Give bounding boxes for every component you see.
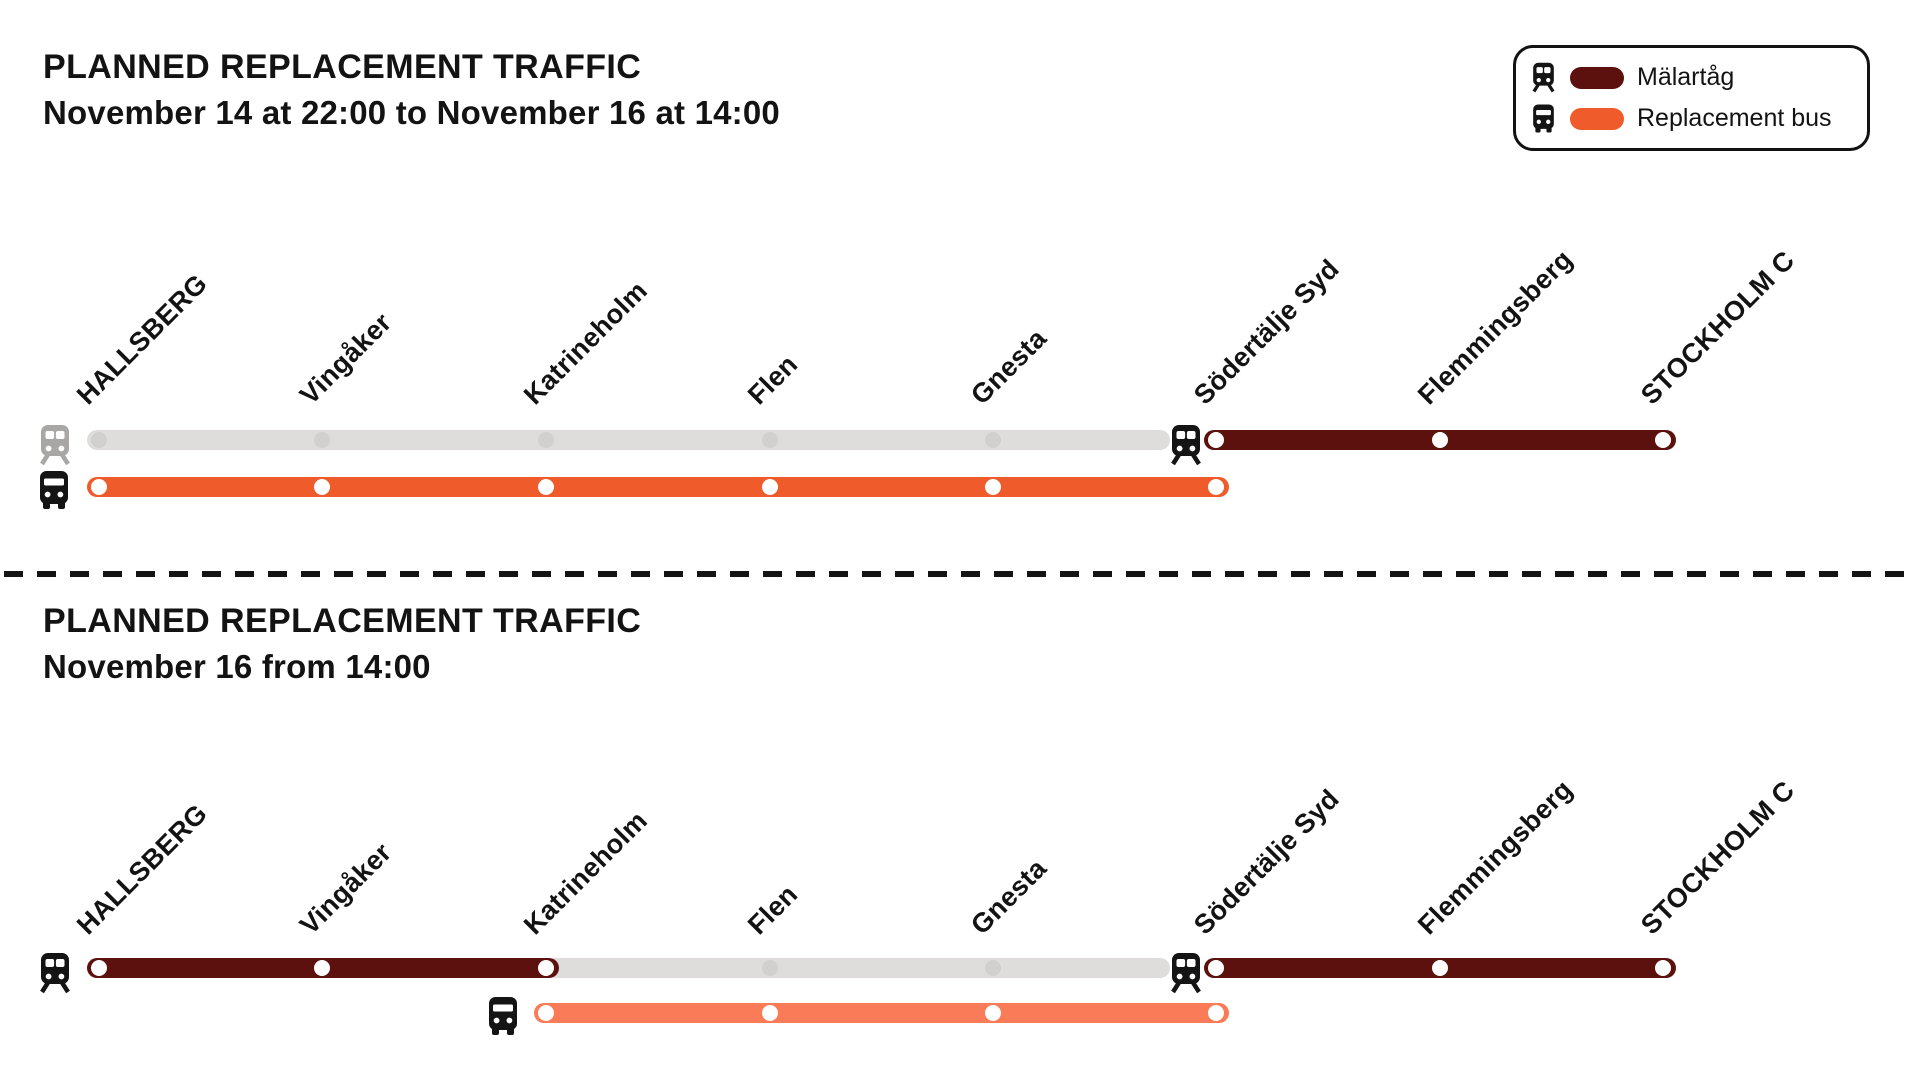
station-label: STOCKHOLM C xyxy=(1635,774,1801,941)
station-label: Katrineholm xyxy=(518,805,654,941)
station-dot xyxy=(538,432,554,448)
bus-icon xyxy=(1530,103,1557,134)
station-dot xyxy=(91,960,107,976)
station-dot xyxy=(1655,432,1671,448)
station-label: STOCKHOLM C xyxy=(1635,244,1801,411)
station-label: Flemmingsberg xyxy=(1412,244,1579,411)
station-dot xyxy=(985,432,1001,448)
station-dot xyxy=(762,960,778,976)
station-dot xyxy=(91,479,107,495)
station-dot xyxy=(985,479,1001,495)
station-dot xyxy=(1208,479,1224,495)
station-label: Flen xyxy=(742,878,804,941)
page-title: PLANNED REPLACEMENT TRAFFIC xyxy=(43,48,642,86)
route-line-replacement-bus xyxy=(534,1003,1229,1023)
malartag-color-swatch xyxy=(1570,66,1624,89)
legend-item-malartag: Mälartåg xyxy=(1530,62,1851,93)
station-dot xyxy=(762,479,778,495)
route-line-replacement-bus xyxy=(87,477,1229,497)
section-2-header: PLANNED REPLACEMENT TRAFFIC November 16 … xyxy=(43,604,641,683)
dashed-divider xyxy=(4,571,1907,577)
station-label: HALLSBERG xyxy=(71,798,213,941)
station-dot xyxy=(538,479,554,495)
bus-icon xyxy=(36,469,72,511)
station-label: Södertälje Syd xyxy=(1188,783,1345,941)
station-dot xyxy=(538,960,554,976)
station-label: Vingåker xyxy=(294,837,398,941)
station-label: Gnesta xyxy=(965,853,1053,941)
station-dot xyxy=(1208,1005,1224,1021)
station-dot xyxy=(1432,432,1448,448)
legend-item-replacement-bus: Replacement bus xyxy=(1530,103,1851,134)
station-dot xyxy=(1208,960,1224,976)
station-dot xyxy=(762,432,778,448)
date-range: November 16 from 14:00 xyxy=(43,648,431,685)
train-icon xyxy=(37,424,73,466)
bus-icon xyxy=(485,995,521,1037)
route-line-inactive xyxy=(87,430,1170,450)
station-label: Katrineholm xyxy=(518,275,654,411)
station-dot xyxy=(762,1005,778,1021)
station-dot xyxy=(985,1005,1001,1021)
station-dot xyxy=(1208,432,1224,448)
train-icon xyxy=(1530,62,1557,93)
station-dot xyxy=(91,432,107,448)
station-label: Vingåker xyxy=(294,307,398,411)
station-dot xyxy=(538,1005,554,1021)
station-dot xyxy=(314,960,330,976)
train-icon xyxy=(37,952,73,994)
station-label: HALLSBERG xyxy=(71,268,213,411)
replacement-bus-color-swatch xyxy=(1570,107,1624,130)
legend: Mälartåg Replacement bus xyxy=(1513,45,1870,151)
station-dot xyxy=(1432,960,1448,976)
section-1-header: PLANNED REPLACEMENT TRAFFIC November 14 … xyxy=(43,50,780,129)
station-dot xyxy=(1655,960,1671,976)
legend-label: Mälartåg xyxy=(1637,63,1735,91)
legend-label: Replacement bus xyxy=(1637,104,1832,132)
station-label: Gnesta xyxy=(965,323,1053,411)
page-title: PLANNED REPLACEMENT TRAFFIC xyxy=(43,602,642,640)
station-label: Södertälje Syd xyxy=(1188,253,1345,411)
station-label: Flen xyxy=(742,348,804,411)
date-range: November 14 at 22:00 to November 16 at 1… xyxy=(43,94,780,131)
station-dot xyxy=(314,479,330,495)
station-label: Flemmingsberg xyxy=(1412,774,1579,941)
station-dot xyxy=(985,960,1001,976)
train-icon xyxy=(1168,952,1204,994)
route-line-inactive xyxy=(546,958,1170,978)
train-icon xyxy=(1168,424,1204,466)
station-dot xyxy=(314,432,330,448)
